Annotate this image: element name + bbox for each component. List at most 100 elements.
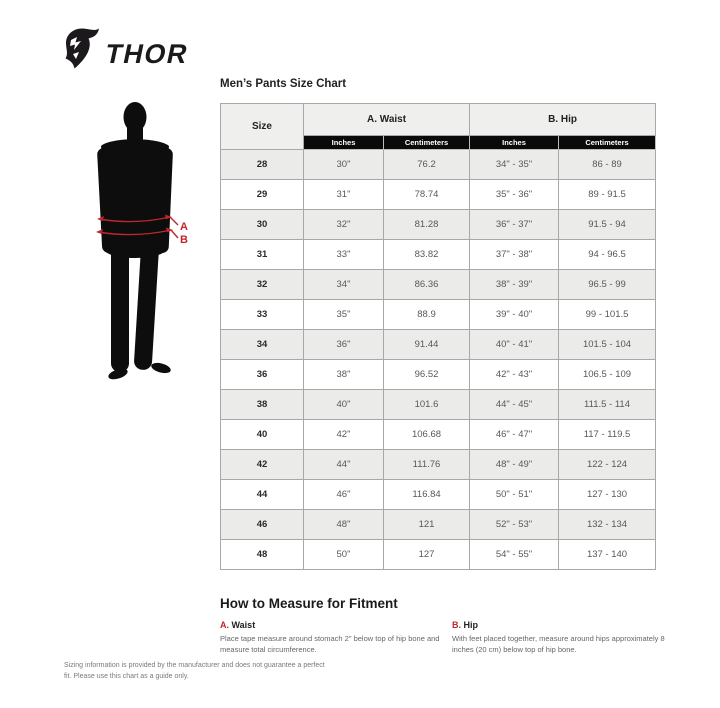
cell-hip-inches: 48" - 49" [469, 449, 560, 480]
measure-hip-text: With feet placed together, measure aroun… [452, 634, 665, 655]
cell-hip-inches: 54" - 55" [469, 539, 560, 570]
figure-left-leg [111, 244, 129, 372]
cell-hip-centimeters: 99 - 101.5 [558, 299, 657, 330]
table-row: 28 30" 76.2 34" - 35" 86 - 89 [220, 149, 657, 180]
figure-torso [101, 139, 169, 224]
table-row: 48 50" 127 54" - 55" 137 - 140 [220, 539, 657, 570]
cell-size: 40 [220, 419, 304, 450]
cell-waist-inches: 36" [303, 329, 384, 360]
cell-waist-inches: 44" [303, 449, 384, 480]
table-row: 42 44" 111.76 48" - 49" 122 - 124 [220, 449, 657, 480]
page-title: Men’s Pants Size Chart [220, 78, 347, 90]
cell-hip-centimeters: 91.5 - 94 [558, 209, 657, 240]
hip-arrowhead-left [96, 229, 103, 234]
waist-label-connector [169, 216, 179, 226]
cell-waist-centimeters: 121 [382, 509, 471, 540]
table-row: 36 38" 96.52 42" - 43" 106.5 - 109 [220, 359, 657, 390]
measure-waist-title: Waist [231, 620, 256, 630]
cell-hip-inches: 35" - 36" [469, 179, 560, 210]
measure-heading: How to Measure for Fitment [220, 596, 398, 611]
column-header-size: Size [220, 103, 304, 150]
brand-logo: THOR [62, 26, 192, 75]
cell-hip-centimeters: 127 - 130 [558, 479, 657, 510]
brand-logo-text: THOR [102, 39, 192, 69]
cell-waist-centimeters: 111.76 [382, 449, 471, 480]
cell-waist-inches: 50" [303, 539, 384, 570]
cell-waist-centimeters: 96.52 [382, 359, 471, 390]
table-row: 30 32" 81.28 36" - 37" 91.5 - 94 [220, 209, 657, 240]
cell-waist-inches: 40" [303, 389, 384, 420]
measure-waist-label: A. Waist [220, 620, 446, 630]
cell-hip-inches: 39" - 40" [469, 299, 560, 330]
sizing-disclaimer: Sizing information is provided by the ma… [64, 661, 332, 683]
cell-waist-inches: 48" [303, 509, 384, 540]
cell-waist-inches: 32" [303, 209, 384, 240]
cell-hip-centimeters: 86 - 89 [558, 149, 657, 180]
cell-hip-centimeters: 106.5 - 109 [558, 359, 657, 390]
cell-waist-inches: 46" [303, 479, 384, 510]
size-table: Size A. Waist B. Hip Inches Centimeters … [220, 103, 657, 570]
figure-label-b: B [180, 234, 188, 246]
cell-size: 32 [220, 269, 304, 300]
cell-size: 44 [220, 479, 304, 510]
cell-waist-centimeters: 81.28 [382, 209, 471, 240]
subheader-waist-centimeters: Centimeters [382, 135, 471, 150]
measure-hip-title: Hip [463, 620, 479, 630]
cell-hip-inches: 36" - 37" [469, 209, 560, 240]
figure-left-foot [108, 368, 128, 380]
cell-waist-centimeters: 127 [382, 539, 471, 570]
cell-size: 33 [220, 299, 304, 330]
cell-hip-centimeters: 117 - 119.5 [558, 419, 657, 450]
body-silhouette-graphic: A B [96, 102, 188, 380]
cell-waist-inches: 34" [303, 269, 384, 300]
size-chart-content: Men’s Pants Size Chart Size A. Waist B. … [220, 78, 657, 570]
figure-label-a: A [180, 221, 188, 233]
cell-hip-inches: 38" - 39" [469, 269, 560, 300]
cell-hip-inches: 34" - 35" [469, 149, 560, 180]
cell-waist-centimeters: 91.44 [382, 329, 471, 360]
cell-waist-inches: 31" [303, 179, 384, 210]
cell-waist-centimeters: 78.74 [382, 179, 471, 210]
cell-size: 46 [220, 509, 304, 540]
how-to-measure-section: How to Measure for Fitment A. Waist Plac… [220, 596, 690, 656]
cell-hip-inches: 50" - 51" [469, 479, 560, 510]
figure-head [123, 102, 147, 132]
hip-measure-line [97, 229, 172, 236]
cell-hip-inches: 52" - 53" [469, 509, 560, 540]
table-row: 32 34" 86.36 38" - 39" 96.5 - 99 [220, 269, 657, 300]
cell-hip-centimeters: 122 - 124 [558, 449, 657, 480]
measure-waist-text: Place tape measure around stomach 2" bel… [220, 634, 440, 655]
cell-hip-centimeters: 96.5 - 99 [558, 269, 657, 300]
table-row: 38 40" 101.6 44" - 45" 111.5 - 114 [220, 389, 657, 420]
cell-hip-centimeters: 94 - 96.5 [558, 239, 657, 270]
cell-waist-centimeters: 83.82 [382, 239, 471, 270]
figure-right-foot [151, 362, 171, 374]
disclaimer-line-2: Please use this chart as a guide only. [73, 672, 189, 680]
cell-size: 31 [220, 239, 304, 270]
cell-size: 42 [220, 449, 304, 480]
cell-hip-inches: 44" - 45" [469, 389, 560, 420]
figure-neck [127, 128, 143, 140]
measurement-figure: A B [75, 100, 205, 385]
subheader-hip-centimeters: Centimeters [558, 135, 657, 150]
cell-size: 36 [220, 359, 304, 390]
table-row: 40 42" 106.68 46" - 47" 117 - 119.5 [220, 419, 657, 450]
thor-helmet-icon [62, 26, 100, 75]
cell-size: 29 [220, 179, 304, 210]
cell-waist-inches: 33" [303, 239, 384, 270]
waist-measure-line [98, 216, 171, 223]
cell-waist-inches: 30" [303, 149, 384, 180]
subheader-hip-inches: Inches [469, 135, 560, 150]
cell-hip-centimeters: 101.5 - 104 [558, 329, 657, 360]
cell-waist-centimeters: 101.6 [382, 389, 471, 420]
column-group-waist: A. Waist [302, 103, 471, 136]
measure-waist-prefix: A. [220, 620, 229, 630]
measure-hip-prefix: B. [452, 620, 461, 630]
cell-waist-centimeters: 76.2 [382, 149, 471, 180]
cell-waist-inches: 35" [303, 299, 384, 330]
cell-size: 30 [220, 209, 304, 240]
cell-size: 38 [220, 389, 304, 420]
figure-right-leg [134, 243, 159, 370]
table-row: 29 31" 78.74 35" - 36" 89 - 91.5 [220, 179, 657, 210]
